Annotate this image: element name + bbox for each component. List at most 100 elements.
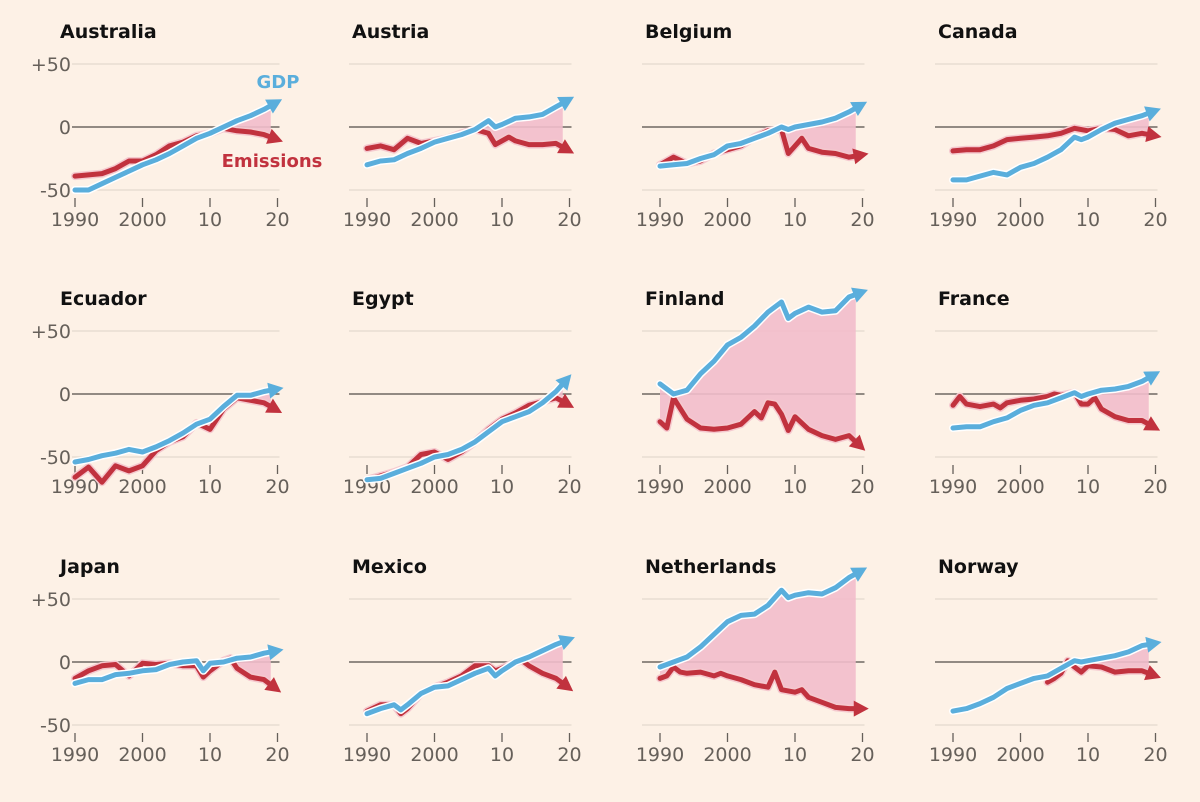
x-tick-label: 10 <box>1076 209 1100 231</box>
gdp-line <box>364 100 566 168</box>
x-tick-label: 1990 <box>343 209 391 231</box>
y-tick-label: 0 <box>59 117 71 139</box>
x-tick-label: 2000 <box>703 209 751 231</box>
panel-title: Finland <box>645 288 724 310</box>
emissions-line <box>950 390 1152 427</box>
panel-title: Mexico <box>352 556 427 578</box>
decoupling-shade <box>660 294 856 442</box>
x-tick-label: 20 <box>1143 476 1167 498</box>
y-tick-label: +50 <box>31 321 71 343</box>
emissions-arrow <box>266 128 283 144</box>
emissions-arrow <box>853 700 869 717</box>
x-tick-label: 1990 <box>636 744 684 766</box>
emissions-arrow <box>557 139 575 154</box>
gdp-legend-label: GDP <box>257 72 300 93</box>
emissions-arrow <box>1144 665 1161 681</box>
x-tick-label: 2000 <box>118 744 166 766</box>
panel-title: Austria <box>352 21 429 43</box>
panel-japan: Japan +50 0 -50 1990 2000 10 20 <box>31 556 290 766</box>
panel-title: Belgium <box>645 21 732 43</box>
emissions-line <box>72 125 274 179</box>
panel-title: Egypt <box>352 288 414 310</box>
x-tick-label: 20 <box>557 476 581 498</box>
gdp-arrow <box>558 635 575 651</box>
panel-australia: Australia +50 0 -50 1990 2000 10 20 GDP Emissions <box>31 21 322 231</box>
x-tick-label: 20 <box>265 476 289 498</box>
gdp-arrow <box>557 96 575 112</box>
x-tick-label: 1990 <box>929 209 977 231</box>
panel-title: Japan <box>58 556 120 578</box>
x-tick-label: 1990 <box>51 744 99 766</box>
panel-title: Netherlands <box>645 556 776 578</box>
emissions-line <box>657 395 859 445</box>
gdp-arrow <box>851 287 868 303</box>
x-tick-label: 20 <box>850 476 874 498</box>
gdp-line <box>950 375 1152 431</box>
gdp-arrow <box>267 644 284 661</box>
gdp-line <box>72 649 274 686</box>
emissions-legend-label: Emissions <box>222 151 323 172</box>
x-tick-label: 10 <box>198 209 222 231</box>
x-tick-label: 2000 <box>118 476 166 498</box>
gdp-line <box>364 639 566 717</box>
gdp-arrow <box>267 382 284 399</box>
emissions-line <box>950 125 1152 154</box>
emissions-arrow <box>1143 416 1161 431</box>
x-tick-label: 10 <box>198 476 222 498</box>
x-tick-label: 10 <box>490 209 514 231</box>
x-tick-label: 2000 <box>996 209 1044 231</box>
x-tick-label: 1990 <box>343 744 391 766</box>
x-tick-label: 10 <box>783 476 807 498</box>
gdp-line <box>72 387 274 465</box>
x-tick-label: 20 <box>850 744 874 766</box>
x-tick-label: 10 <box>490 476 514 498</box>
x-tick-label: 10 <box>1076 476 1100 498</box>
x-tick-label: 2000 <box>410 209 458 231</box>
panel-france: France 1990 2000 10 20 <box>929 288 1168 498</box>
gdp-line <box>950 110 1152 183</box>
emissions-arrow <box>848 434 866 451</box>
y-tick-label: 0 <box>59 384 71 406</box>
x-tick-label: 1990 <box>636 209 684 231</box>
panel-title: France <box>938 288 1010 310</box>
y-tick-label: -50 <box>40 447 71 469</box>
x-tick-label: 20 <box>265 209 289 231</box>
x-tick-label: 10 <box>198 744 222 766</box>
emissions-arrow <box>557 393 575 408</box>
x-tick-label: 2000 <box>703 744 751 766</box>
emissions-arrow <box>556 675 574 692</box>
x-tick-label: 2000 <box>996 744 1044 766</box>
decoupling-shade <box>660 573 856 709</box>
x-tick-label: 1990 <box>51 209 99 231</box>
panel-belgium: Belgium 1990 2000 10 20 <box>636 21 875 231</box>
gdp-line <box>657 105 859 169</box>
gdp-arrow <box>1144 106 1161 122</box>
x-tick-label: 1990 <box>51 476 99 498</box>
x-tick-label: 2000 <box>118 209 166 231</box>
gdp-line <box>950 641 1152 714</box>
emissions-line <box>1045 658 1152 685</box>
emissions-arrow <box>264 677 282 693</box>
x-tick-label: 20 <box>1143 744 1167 766</box>
y-tick-label: -50 <box>40 715 71 737</box>
gdp-arrow <box>850 101 868 117</box>
gdp-line <box>657 571 859 670</box>
gdp-arrow <box>265 99 283 114</box>
x-tick-label: 20 <box>557 209 581 231</box>
panel-mexico: Mexico 1990 2000 10 20 <box>343 556 582 766</box>
y-tick-label: 0 <box>59 652 71 674</box>
emissions-line <box>657 664 859 712</box>
gdp-line <box>364 381 566 483</box>
x-tick-label: 2000 <box>410 476 458 498</box>
x-tick-label: 2000 <box>703 476 751 498</box>
panel-title: Norway <box>938 556 1019 578</box>
gdp-halo <box>363 379 567 484</box>
decoupling-shade <box>481 103 563 148</box>
y-tick-label: -50 <box>40 180 71 202</box>
x-tick-label: 20 <box>850 209 874 231</box>
x-tick-label: 10 <box>783 209 807 231</box>
x-tick-label: 20 <box>265 744 289 766</box>
gdp-arrow <box>850 567 868 582</box>
y-tick-label: +50 <box>31 589 71 611</box>
